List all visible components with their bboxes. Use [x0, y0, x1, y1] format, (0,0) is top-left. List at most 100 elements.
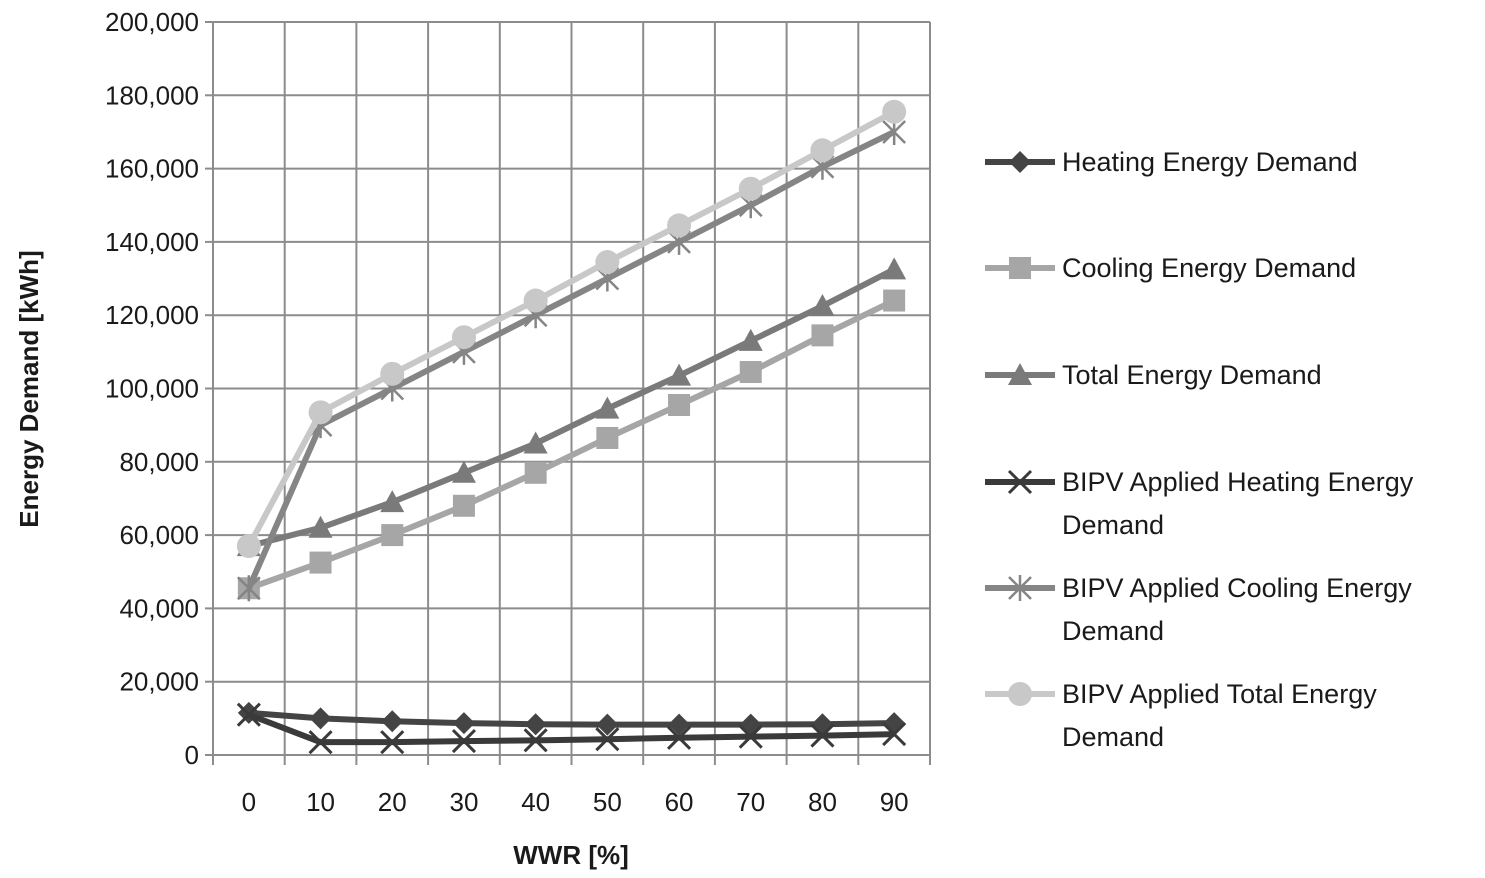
legend-label: Heating Energy Demand	[1062, 147, 1358, 177]
y-tick-label: 200,000	[105, 7, 199, 37]
y-axis-title: Energy Demand [kWh]	[14, 250, 44, 527]
x-tick-label: 80	[808, 787, 837, 817]
legend-item-6: BIPV Applied Total Energy Demand	[985, 679, 1377, 752]
data-point	[523, 728, 548, 753]
data-point	[451, 325, 476, 350]
y-tick-label: 140,000	[105, 227, 199, 257]
data-point	[738, 176, 763, 201]
data-point	[309, 551, 332, 574]
data-point	[596, 713, 619, 736]
data-point	[883, 289, 906, 312]
y-tick-label: 120,000	[105, 300, 199, 330]
legend-item-5: BIPV Applied Cooling Energy Demand	[985, 573, 1412, 646]
y-tick-label: 160,000	[105, 154, 199, 184]
legend-item-2: Cooling Energy Demand	[985, 253, 1356, 283]
series-line	[246, 109, 896, 548]
legend-item-3: Total Energy Demand	[985, 360, 1322, 390]
data-point	[667, 363, 692, 386]
data-point	[810, 294, 835, 317]
data-point	[738, 724, 763, 749]
data-point	[524, 461, 547, 484]
data-point	[523, 431, 548, 454]
series-4	[236, 702, 907, 755]
data-point	[523, 288, 548, 313]
data-point	[666, 725, 692, 750]
grid	[213, 21, 931, 755]
data-point	[667, 213, 692, 238]
data-point	[381, 524, 404, 547]
data-point	[596, 426, 619, 449]
x-tick-label: 90	[880, 787, 909, 817]
y-tick-label: 40,000	[119, 593, 199, 623]
data-point	[308, 730, 333, 755]
x-tick-label: 0	[242, 787, 256, 817]
x-axis-title: WWR [%]	[513, 840, 629, 870]
series-line	[246, 129, 896, 590]
legend-marker	[1008, 363, 1032, 385]
x-tick-label: 20	[378, 787, 407, 817]
data-point	[738, 328, 763, 351]
data-point	[810, 138, 835, 163]
x-tick-labels: 0 10 20 30 40 50 60 70 80 90	[242, 787, 909, 817]
series-line	[247, 297, 896, 592]
axes	[205, 21, 931, 765]
data-point	[810, 723, 835, 748]
data-point	[882, 99, 907, 124]
data-point	[883, 712, 906, 735]
legend-label: BIPV Applied Heating Energy Demand	[1062, 467, 1414, 540]
series-3	[236, 257, 907, 557]
data-point	[811, 713, 834, 736]
data-point	[451, 460, 476, 483]
series-6	[236, 99, 907, 559]
data-point	[882, 722, 907, 747]
y-tick-label: 100,000	[105, 374, 199, 404]
series-line	[247, 711, 895, 746]
x-tick-label: 30	[449, 787, 478, 817]
legend-marker	[1009, 151, 1031, 173]
data-point	[595, 727, 620, 752]
legend-label: Total Energy Demand	[1062, 360, 1322, 390]
data-point	[380, 490, 405, 513]
x-tick-label: 40	[521, 787, 550, 817]
x-tick-label: 10	[306, 787, 335, 817]
data-point	[380, 361, 405, 386]
data-point	[524, 713, 547, 736]
series-lines	[236, 99, 907, 755]
legend-item-4: BIPV Applied Heating Energy Demand	[985, 467, 1414, 540]
data-point	[668, 393, 691, 416]
data-point	[739, 361, 762, 384]
data-point	[811, 324, 834, 347]
data-point	[739, 713, 762, 736]
y-tick-label: 180,000	[105, 80, 199, 110]
legend-item-1: Heating Energy Demand	[985, 147, 1358, 177]
data-point	[308, 400, 333, 425]
x-tick-label: 50	[593, 787, 622, 817]
legend: Heating Energy Demand Cooling Energy Dema…	[985, 147, 1414, 752]
legend-label: Cooling Energy Demand	[1062, 253, 1356, 283]
y-tick-label: 80,000	[119, 447, 199, 477]
data-point	[595, 250, 620, 275]
series-line	[248, 709, 895, 728]
legend-marker	[1008, 575, 1032, 601]
data-point	[882, 257, 907, 280]
data-point	[236, 702, 261, 727]
data-point	[381, 710, 404, 733]
data-point	[452, 494, 475, 517]
data-point	[380, 730, 405, 755]
data-point	[236, 534, 261, 559]
data-point	[595, 396, 620, 419]
legend-marker	[1007, 469, 1033, 495]
legend-label: BIPV Applied Total Energy Demand	[1062, 679, 1377, 752]
x-tick-label: 70	[736, 787, 765, 817]
data-point	[452, 712, 475, 735]
data-point	[236, 575, 261, 602]
data-point	[668, 713, 691, 736]
data-point	[451, 729, 477, 754]
legend-marker	[1009, 257, 1031, 279]
legend-label: BIPV Applied Cooling Energy Demand	[1062, 573, 1412, 646]
y-tick-label: 0	[185, 740, 199, 770]
x-tick-label: 60	[665, 787, 694, 817]
y-tick-labels: 0 20,000 40,000 60,000 80,000 100,000 120,000 1…	[105, 7, 199, 770]
data-point	[309, 707, 332, 730]
